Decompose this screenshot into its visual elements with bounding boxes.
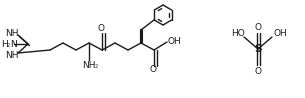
Text: O: O xyxy=(149,65,156,74)
Text: $_2$: $_2$ xyxy=(94,62,99,71)
Text: NH: NH xyxy=(5,50,19,59)
Text: S: S xyxy=(254,44,262,54)
Text: OH: OH xyxy=(168,36,182,45)
Text: O: O xyxy=(98,24,105,33)
Text: N: N xyxy=(10,39,17,49)
Text: NH: NH xyxy=(5,29,19,38)
Text: $_2$: $_2$ xyxy=(6,41,11,50)
Text: H: H xyxy=(1,39,8,49)
Text: OH: OH xyxy=(273,29,287,38)
Text: NH: NH xyxy=(82,60,95,69)
Text: HO: HO xyxy=(231,29,245,38)
Text: O: O xyxy=(254,23,261,31)
Text: O: O xyxy=(254,67,261,75)
